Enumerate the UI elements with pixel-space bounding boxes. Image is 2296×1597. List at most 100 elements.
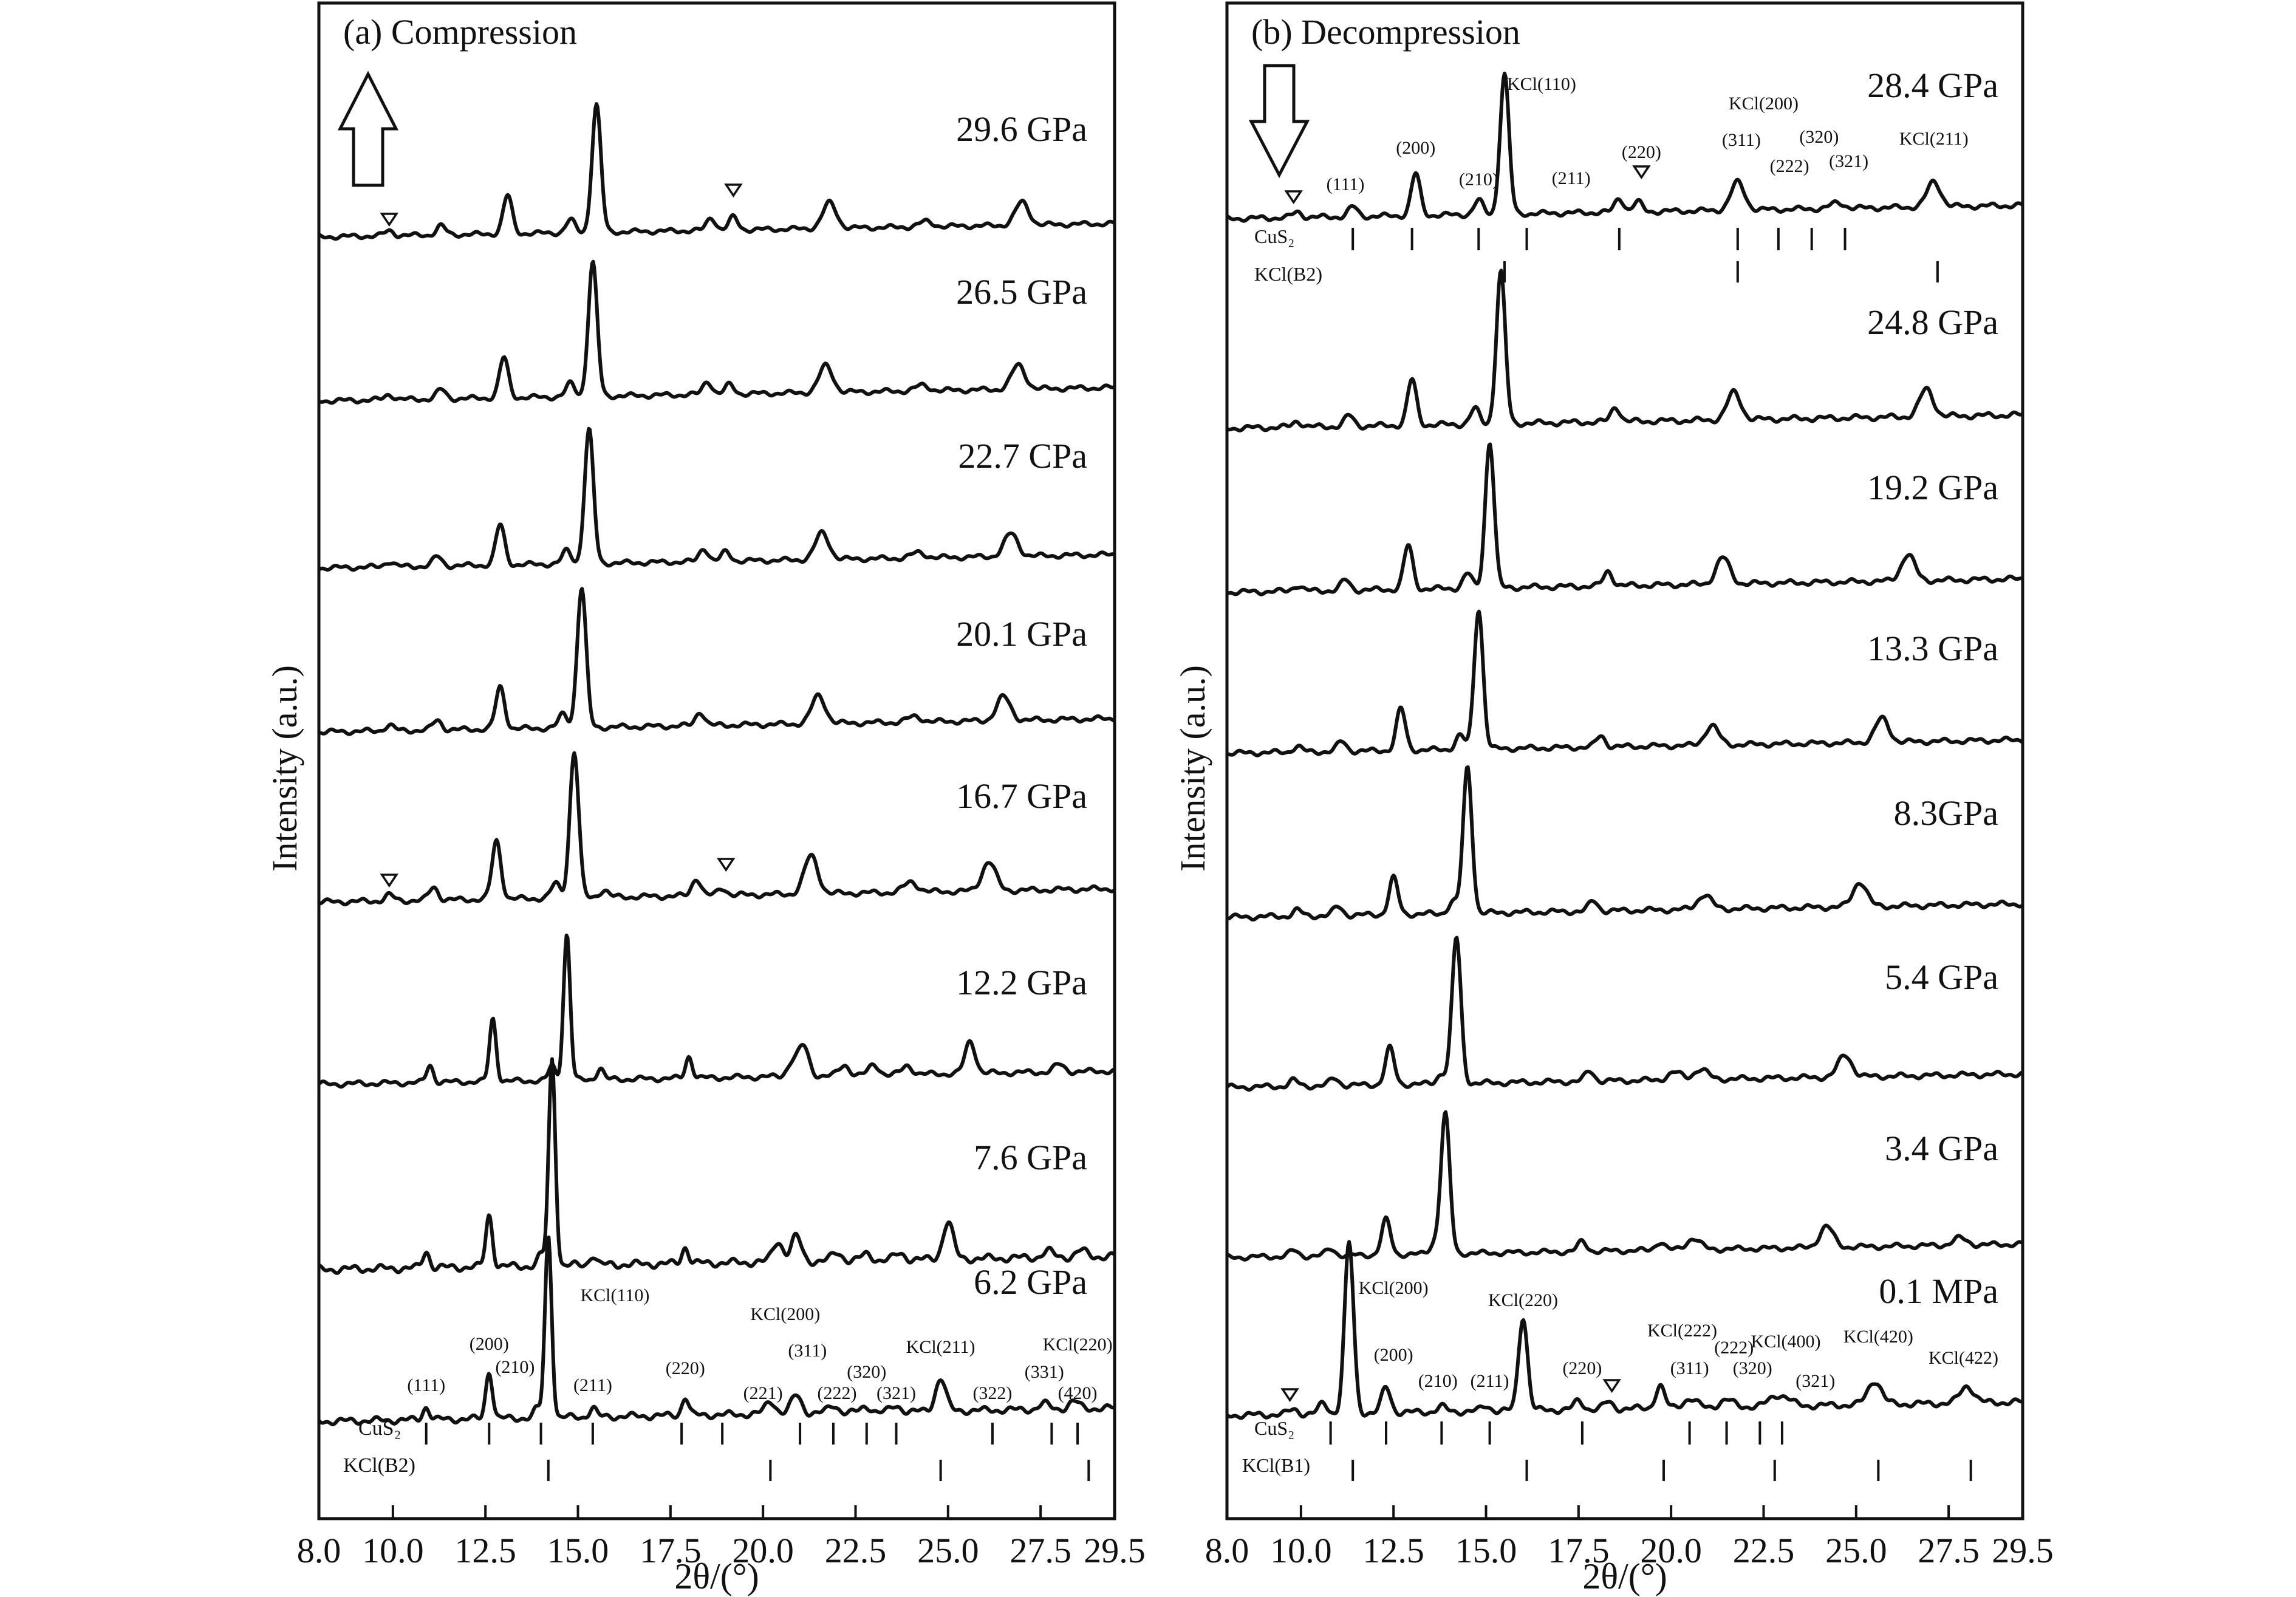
pressure-label: 12.2 GPa [956, 963, 1087, 1002]
triangle-marker-icon [1632, 165, 1651, 180]
panel-a-title: (a) Compression [343, 12, 577, 52]
series-line-7 [318, 1057, 1115, 1275]
peak-annotation: KCl(220) [1488, 1290, 1558, 1310]
x-tick-label: 29.5 [1992, 1531, 2054, 1570]
peak-annotation: (221) [743, 1383, 783, 1403]
panel-b-ref-label-kcl-b2: KCl(B2) [1254, 263, 1322, 285]
panel-b-frame [1225, 1, 2024, 1520]
peak-annotation: (111) [407, 1375, 445, 1395]
panel-a: (a) Compression Intensity (a.u.) 2θ/(°) … [265, 1, 1146, 1596]
panel-b-title: (b) Decompression [1251, 12, 1520, 52]
peak-annotation: (111) [1327, 174, 1365, 194]
pressure-label: 16.7 GPa [956, 776, 1087, 816]
series-line-8 [1225, 1240, 2023, 1420]
panel-a-ref-label-kcl-b2: KCl(B2) [343, 1454, 415, 1477]
peak-annotation: (222) [818, 1383, 857, 1403]
series-line-2 [1226, 268, 2023, 433]
panel-b-y-label: Intensity (a.u.) [1173, 665, 1212, 872]
pressure-label: 20.1 GPa [956, 614, 1087, 654]
pressure-label: 8.3GPa [1894, 793, 1998, 833]
panel-a-ref-label-cus2: CuS₂ [358, 1417, 401, 1440]
series-line-3 [318, 426, 1115, 572]
pressure-label: 5.4 GPa [1885, 957, 1998, 997]
peak-annotation: (322) [972, 1383, 1012, 1403]
peak-annotation: (320) [1799, 127, 1839, 147]
peak-annotation: (222) [1714, 1338, 1754, 1358]
series-line-4 [1226, 609, 2023, 757]
x-tick-label: 17.5 [640, 1531, 702, 1570]
panel-b-ref-label-kcl-b1: KCl(B1) [1242, 1454, 1310, 1476]
pressure-label: 7.6 GPa [974, 1138, 1087, 1177]
x-tick-label: 10.0 [362, 1531, 424, 1570]
peak-annotation: (331) [1025, 1362, 1064, 1382]
panel-a-x-label: 2θ/(°) [674, 1556, 759, 1596]
peak-annotation: KCl(110) [580, 1285, 649, 1305]
panel-b-reference-ticks [1329, 228, 1972, 1481]
peak-annotation: KCl(400) [1751, 1332, 1821, 1352]
series-line-4 [318, 587, 1115, 736]
pressure-label: 29.6 GPa [956, 109, 1087, 149]
x-tick-label: 27.5 [1918, 1531, 1980, 1570]
series-line-1 [318, 102, 1115, 241]
peak-annotation: KCl(422) [1929, 1348, 1998, 1368]
peak-annotation: (321) [1795, 1371, 1835, 1391]
peak-annotation: (200) [1396, 138, 1435, 158]
peak-annotation: (211) [1471, 1371, 1509, 1391]
peak-annotation: (210) [1459, 169, 1498, 190]
pressure-label: 3.4 GPa [1885, 1129, 1998, 1168]
pressure-label: 6.2 GPa [974, 1262, 1087, 1302]
panel-a-x-axis: 8.0 10.0 12.5 15.0 17.5 20.0 22.5 25.0 27.5 29.5 [297, 1505, 1146, 1570]
x-tick-label: 25.0 [917, 1531, 979, 1570]
triangle-marker-icon [380, 213, 399, 227]
series-line-1 [1226, 71, 2023, 223]
peak-annotation: (321) [876, 1383, 916, 1403]
triangle-marker-icon [380, 874, 399, 888]
panel-b-annotations: (111)(200)(210)KCl(110)(211)(220)KCl(200… [1327, 74, 1998, 1391]
panel-a-pressure-labels: 29.6 GPa 26.5 GPa 22.7 CPa 20.1 GPa 16.7 GPa… [956, 109, 1087, 1302]
pressure-label: 26.5 GPa [956, 272, 1087, 312]
pressure-label: 24.8 GPa [1867, 303, 1998, 342]
pressure-label: 22.7 CPa [958, 436, 1087, 476]
panel-b-traces [1225, 71, 2023, 1420]
peak-annotation: KCl(222) [1647, 1321, 1717, 1341]
peak-annotation: (211) [1552, 168, 1591, 188]
series-line-5 [318, 751, 1115, 906]
x-tick-label: 29.5 [1084, 1531, 1146, 1570]
triangle-marker-icon [1280, 1388, 1299, 1403]
peak-annotation: (311) [1722, 130, 1761, 150]
pressure-label: 13.3 GPa [1867, 629, 1998, 668]
panel-b-ref-label-cus2-top: CuS₂ [1254, 225, 1294, 247]
peak-annotation: (210) [495, 1357, 535, 1377]
series-line-6 [1226, 935, 2023, 1092]
peak-annotation: (320) [847, 1362, 886, 1382]
peak-annotation: KCl(200) [750, 1304, 820, 1324]
up-arrow-icon [337, 70, 399, 187]
x-tick-label: 12.5 [454, 1531, 516, 1570]
peak-annotation: KCl(211) [1899, 129, 1969, 149]
x-tick-label: 22.5 [1733, 1531, 1795, 1570]
x-tick-label: 27.5 [1010, 1531, 1071, 1570]
x-tick-label: 12.5 [1362, 1531, 1424, 1570]
triangle-marker-icon [724, 183, 743, 198]
panel-a-triangle-markers [380, 183, 743, 888]
x-tick-label: 20.0 [1640, 1531, 1702, 1570]
peak-annotation: KCl(200) [1359, 1278, 1429, 1298]
x-tick-label: 8.0 [297, 1531, 341, 1570]
peak-annotation: KCl(220) [1043, 1335, 1113, 1355]
panel-a-traces [317, 102, 1115, 1426]
pressure-label: 0.1 MPa [1879, 1271, 1998, 1311]
peak-annotation: KCl(420) [1843, 1327, 1913, 1347]
triangle-marker-icon [1602, 1379, 1621, 1394]
peak-annotation: KCl(211) [906, 1337, 975, 1357]
peak-annotation: (200) [470, 1334, 509, 1354]
panel-a-y-label: Intensity (a.u.) [265, 665, 304, 872]
panel-b-triangle-markers [1280, 165, 1651, 1403]
series-line-3 [1226, 442, 2023, 597]
x-tick-label: 20.0 [732, 1531, 794, 1570]
x-tick-label: 15.0 [1455, 1531, 1517, 1570]
panel-b-pressure-labels: 28.4 GPa 24.8 GPa 19.2 GPa 13.3 GPa 8.3GPa 5.… [1867, 66, 1998, 1311]
peak-annotation: (311) [1670, 1358, 1709, 1378]
pressure-label: 19.2 GPa [1867, 468, 1998, 507]
